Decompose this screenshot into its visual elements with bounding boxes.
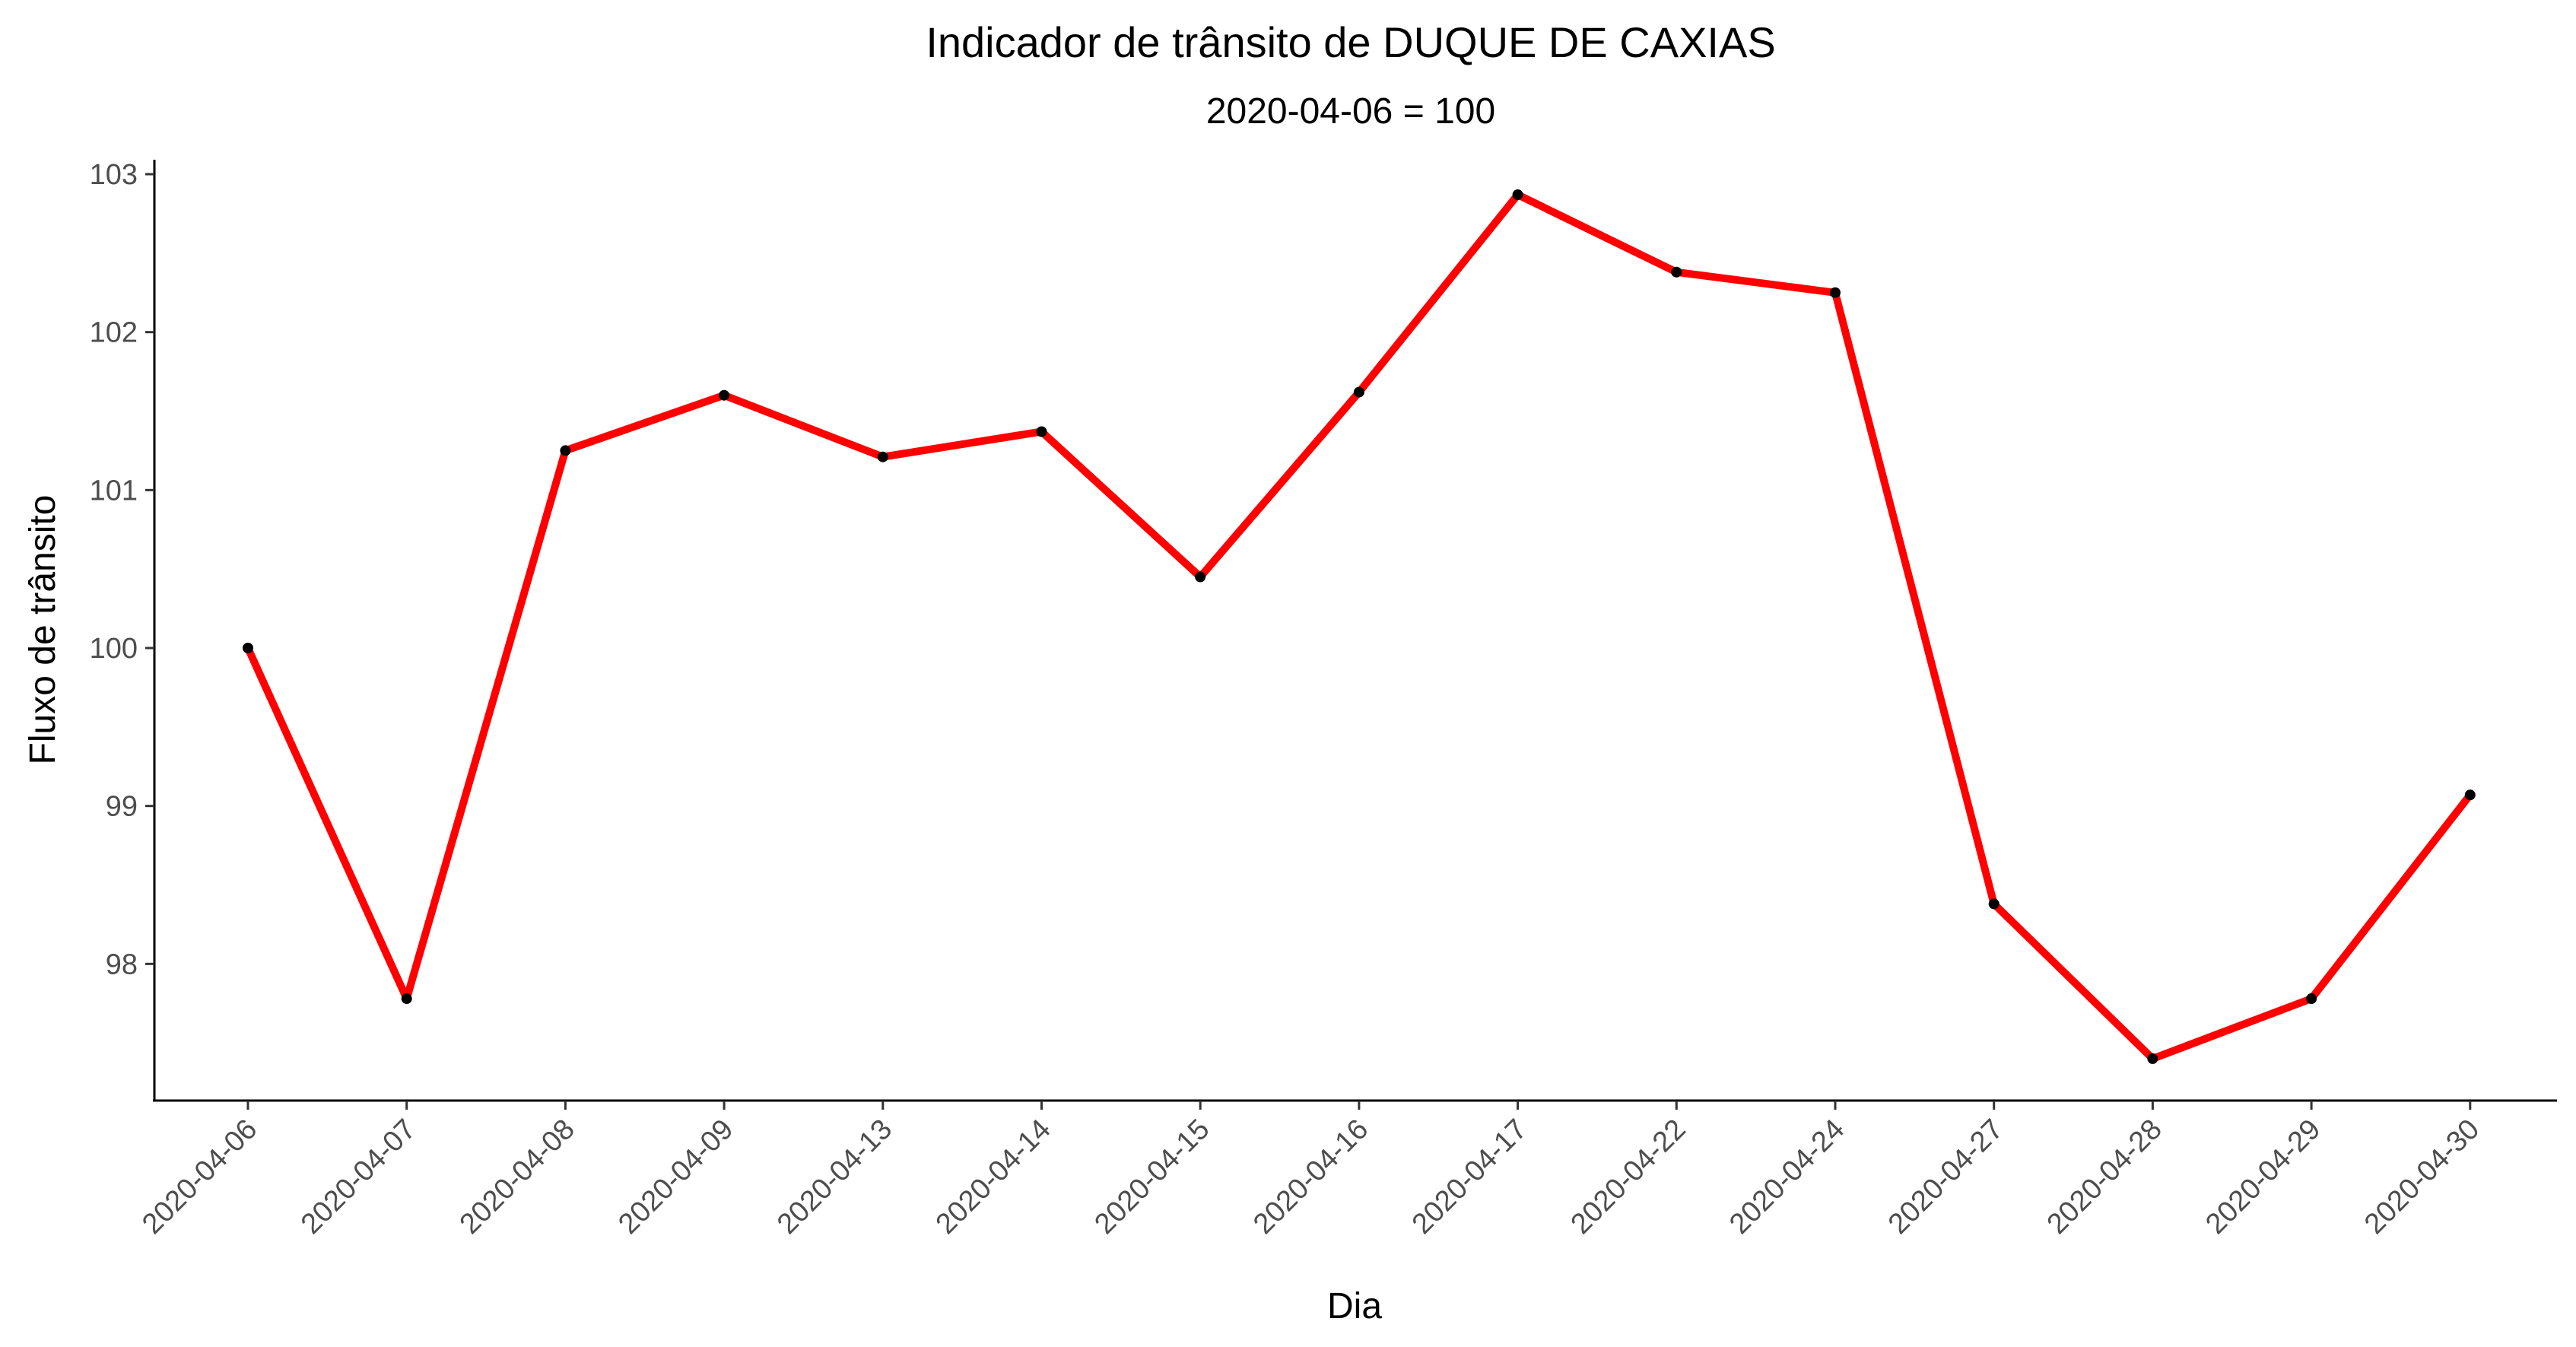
y-tick-label: 101 [90,475,138,507]
data-point [401,993,412,1005]
x-tick-label: 2020-04-27 [1882,1113,2009,1241]
chart-subtitle: 2020-04-06 = 100 [1206,91,1495,132]
data-point [243,643,253,653]
x-tick-label: 2020-04-15 [1088,1113,1215,1241]
data-point [1671,266,1682,278]
x-tick-label: 2020-04-16 [1247,1113,1374,1241]
data-point [560,445,571,456]
y-tick-label: 99 [106,791,138,823]
data-point [877,451,888,462]
y-tick-label: 98 [106,948,138,980]
x-tick-label: 2020-04-28 [2041,1113,2168,1241]
x-tick-label: 2020-04-06 [136,1113,263,1241]
series-line [244,191,2473,1063]
data-point [1195,571,1206,583]
y-tick-label: 100 [90,633,138,665]
x-tick-label: 2020-04-14 [930,1113,1057,1241]
x-tick-label: 2020-04-24 [1723,1113,1850,1241]
chart-title: Indicador de trânsito de DUQUE DE CAXIAS [926,18,1775,66]
x-tick-label: 2020-04-08 [454,1113,581,1241]
x-tick-label: 2020-04-29 [2200,1113,2327,1241]
y-axis-label: Fluxo de trânsito [23,495,63,765]
x-tick-label: 2020-04-13 [771,1113,898,1241]
y-axis-ticks: 98 99 100 101 102 103 [90,159,154,980]
data-point [1036,426,1047,437]
x-tick-label: 2020-04-17 [1406,1113,1533,1241]
data-point [1353,386,1364,398]
x-tick-label: 2020-04-22 [1565,1113,1692,1241]
y-tick-label: 103 [90,159,138,191]
x-tick-label: 2020-04-09 [612,1113,739,1241]
data-point [2147,1053,2158,1064]
x-tick-label: 2020-04-07 [295,1113,422,1241]
data-point [2306,993,2317,1005]
y-tick-label: 102 [90,317,138,349]
x-tick-label: 2020-04-30 [2358,1113,2485,1241]
data-point [2464,789,2476,801]
data-point [1988,898,1999,910]
plot-area [243,189,2476,1064]
x-axis-label: Dia [1327,1286,1382,1326]
x-axis-ticks: 2020-04-06 2020-04-07 2020-04-08 2020-04-09… [136,1101,2485,1241]
data-point [719,389,730,401]
data-point [1830,287,1841,298]
data-point [1512,189,1523,200]
